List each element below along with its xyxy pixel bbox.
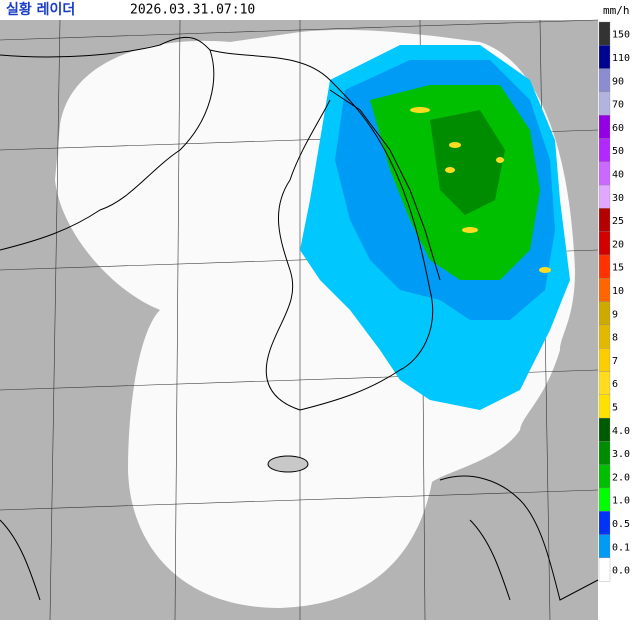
legend-label: 9 [612, 309, 618, 320]
legend-label: 90 [612, 76, 624, 87]
legend-swatch [598, 45, 611, 69]
legend-label: 150 [612, 30, 630, 41]
legend-swatch [598, 371, 611, 395]
legend-label: 6 [612, 379, 618, 390]
unit: mm/h [603, 4, 630, 17]
legend: 150 110 90 70 60 50 40 30 25 20 15 10 9 8 7 6 5 4.0 3.0 2.0… [598, 21, 630, 582]
legend-label: 5 [612, 402, 618, 413]
legend-swatch [598, 278, 611, 302]
legend-label: 0.0 [612, 566, 630, 577]
legend-swatch [598, 348, 611, 372]
legend-label: 2.0 [612, 472, 630, 483]
legend-label: 10 [612, 286, 624, 297]
legend-swatch [598, 557, 611, 582]
legend-swatch [598, 115, 611, 139]
legend-swatch [598, 91, 611, 116]
legend-swatch [598, 68, 611, 93]
legend-swatch [598, 138, 611, 162]
legend-label: 0.5 [612, 519, 630, 530]
legend-swatch [598, 324, 611, 349]
legend-label: 40 [612, 169, 624, 180]
legend-label: 110 [612, 53, 630, 64]
legend-label: 20 [612, 239, 624, 250]
legend-swatch [598, 254, 611, 279]
rain-spots [410, 107, 551, 273]
header-bar [0, 0, 635, 20]
legend-swatch [598, 417, 611, 442]
legend-label: 70 [612, 100, 624, 111]
legend-swatch [598, 394, 611, 419]
legend-swatch [598, 184, 611, 209]
legend-swatch [598, 441, 611, 465]
legend-label: 1.0 [612, 496, 630, 507]
legend-label: 15 [612, 263, 624, 274]
legend-label: 4.0 [612, 426, 630, 437]
legend-label: 3.0 [612, 449, 630, 460]
timestamp: 2026.03.31.07:10 [130, 3, 255, 18]
legend-label: 7 [612, 356, 618, 367]
legend-label: 25 [612, 216, 624, 227]
legend-label: 0.1 [612, 542, 630, 553]
legend-swatch [598, 21, 611, 46]
legend-swatch [598, 534, 611, 559]
legend-swatch [598, 464, 611, 489]
legend-swatch [598, 511, 611, 535]
legend-swatch [598, 161, 611, 186]
legend-swatch [598, 231, 611, 256]
legend-label: 8 [612, 333, 618, 344]
legend-label: 60 [612, 123, 624, 134]
legend-label: 50 [612, 146, 624, 157]
title: 실황 레이더 [6, 1, 75, 18]
legend-swatch [598, 208, 611, 232]
map [0, 19, 599, 621]
rain-core [430, 110, 505, 215]
coastlines [0, 36, 599, 601]
legend-label: 30 [612, 193, 624, 204]
legend-swatch [598, 301, 611, 326]
legend-swatch [598, 487, 611, 512]
